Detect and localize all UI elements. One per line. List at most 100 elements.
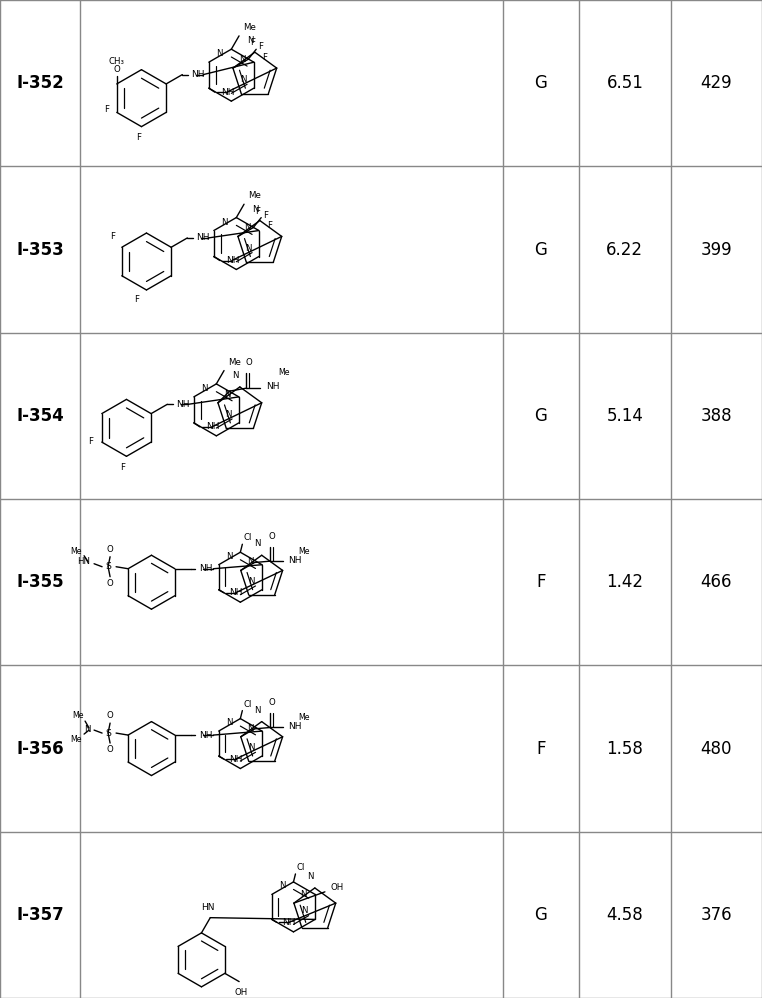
Text: Me: Me: [71, 735, 82, 744]
Text: Me: Me: [298, 547, 310, 556]
Text: 5.14: 5.14: [607, 407, 643, 425]
Text: O: O: [107, 544, 114, 553]
Text: N: N: [239, 55, 245, 64]
Text: N: N: [226, 718, 232, 727]
Text: NH: NH: [200, 564, 213, 573]
Text: NH: NH: [206, 423, 219, 432]
Text: 388: 388: [700, 407, 732, 425]
Text: F: F: [120, 464, 125, 473]
Text: S: S: [105, 562, 111, 571]
Text: N: N: [201, 384, 207, 393]
Text: N: N: [300, 890, 306, 899]
Text: Cl: Cl: [243, 699, 251, 708]
Text: N: N: [279, 881, 285, 890]
Text: F: F: [110, 233, 115, 242]
Text: Cl: Cl: [243, 533, 251, 542]
Text: N: N: [302, 906, 308, 915]
Text: N: N: [240, 75, 247, 84]
Text: I-357: I-357: [16, 906, 64, 924]
Text: F: F: [136, 133, 141, 142]
Text: O: O: [107, 578, 114, 587]
Text: N: N: [248, 36, 254, 45]
Text: 376: 376: [700, 906, 732, 924]
Text: O: O: [107, 711, 114, 720]
Text: NH: NH: [197, 234, 210, 243]
Text: 429: 429: [700, 74, 732, 92]
Text: I-356: I-356: [16, 739, 64, 757]
Text: G: G: [535, 241, 547, 259]
Text: Me: Me: [72, 711, 84, 720]
Text: Cl: Cl: [296, 863, 305, 872]
Text: N: N: [245, 244, 252, 253]
Text: F: F: [134, 295, 139, 304]
Text: O: O: [269, 698, 276, 707]
Text: N: N: [226, 551, 232, 560]
Text: NH: NH: [229, 754, 242, 763]
Text: N: N: [221, 218, 227, 227]
Text: N: N: [232, 371, 239, 380]
Text: G: G: [535, 407, 547, 425]
Text: NH: NH: [226, 256, 239, 265]
Text: N: N: [308, 872, 314, 881]
Text: NH: NH: [266, 382, 280, 391]
Text: 4.58: 4.58: [607, 906, 643, 924]
Text: O: O: [245, 358, 252, 367]
Text: CH₃: CH₃: [109, 57, 125, 66]
Text: HN: HN: [77, 557, 90, 566]
Text: F: F: [88, 437, 93, 446]
Text: N: N: [248, 743, 255, 752]
Text: Me: Me: [71, 546, 82, 555]
Text: G: G: [535, 906, 547, 924]
Text: S: S: [105, 728, 111, 737]
Text: O: O: [107, 745, 114, 754]
Text: F: F: [258, 42, 263, 51]
Text: I-355: I-355: [16, 573, 64, 591]
Text: NH: NH: [191, 70, 205, 79]
Text: 1.42: 1.42: [607, 573, 643, 591]
Text: G: G: [535, 74, 547, 92]
Text: N: N: [255, 539, 261, 548]
Text: NH: NH: [200, 730, 213, 739]
Text: NH: NH: [221, 88, 235, 97]
Text: Me: Me: [243, 23, 256, 32]
Text: N: N: [248, 576, 255, 585]
Text: N: N: [85, 724, 91, 733]
Text: 480: 480: [700, 739, 732, 757]
Text: N: N: [247, 557, 253, 566]
Text: NH: NH: [282, 918, 296, 927]
Text: NH: NH: [229, 588, 242, 597]
Text: Me: Me: [298, 713, 310, 722]
Text: 6.51: 6.51: [607, 74, 643, 92]
Text: F: F: [250, 38, 255, 47]
Text: I-352: I-352: [16, 74, 64, 92]
Text: F: F: [536, 573, 546, 591]
Text: N: N: [252, 205, 259, 214]
Text: O: O: [269, 531, 276, 540]
Text: Me: Me: [248, 191, 261, 200]
Text: N: N: [247, 724, 253, 733]
Text: F: F: [262, 53, 267, 62]
Text: NH: NH: [288, 555, 302, 564]
Text: N: N: [224, 390, 230, 399]
Text: O: O: [114, 65, 120, 74]
Text: N: N: [244, 224, 251, 233]
Text: 399: 399: [700, 241, 732, 259]
Text: I-353: I-353: [16, 241, 64, 259]
Text: Me: Me: [278, 369, 290, 378]
Text: I-354: I-354: [16, 407, 64, 425]
Text: F: F: [263, 211, 268, 220]
Text: F: F: [536, 739, 546, 757]
Text: N: N: [226, 410, 232, 419]
Text: F: F: [104, 105, 109, 114]
Text: Me: Me: [228, 358, 241, 367]
Text: 6.22: 6.22: [607, 241, 643, 259]
Text: NH: NH: [288, 722, 302, 731]
Text: 1.58: 1.58: [607, 739, 643, 757]
Text: NH: NH: [176, 400, 190, 409]
Text: N: N: [216, 49, 223, 58]
Text: OH: OH: [235, 988, 248, 997]
Text: 466: 466: [700, 573, 732, 591]
Text: OH: OH: [331, 883, 344, 892]
Text: HN: HN: [201, 903, 215, 912]
Text: N: N: [255, 705, 261, 714]
